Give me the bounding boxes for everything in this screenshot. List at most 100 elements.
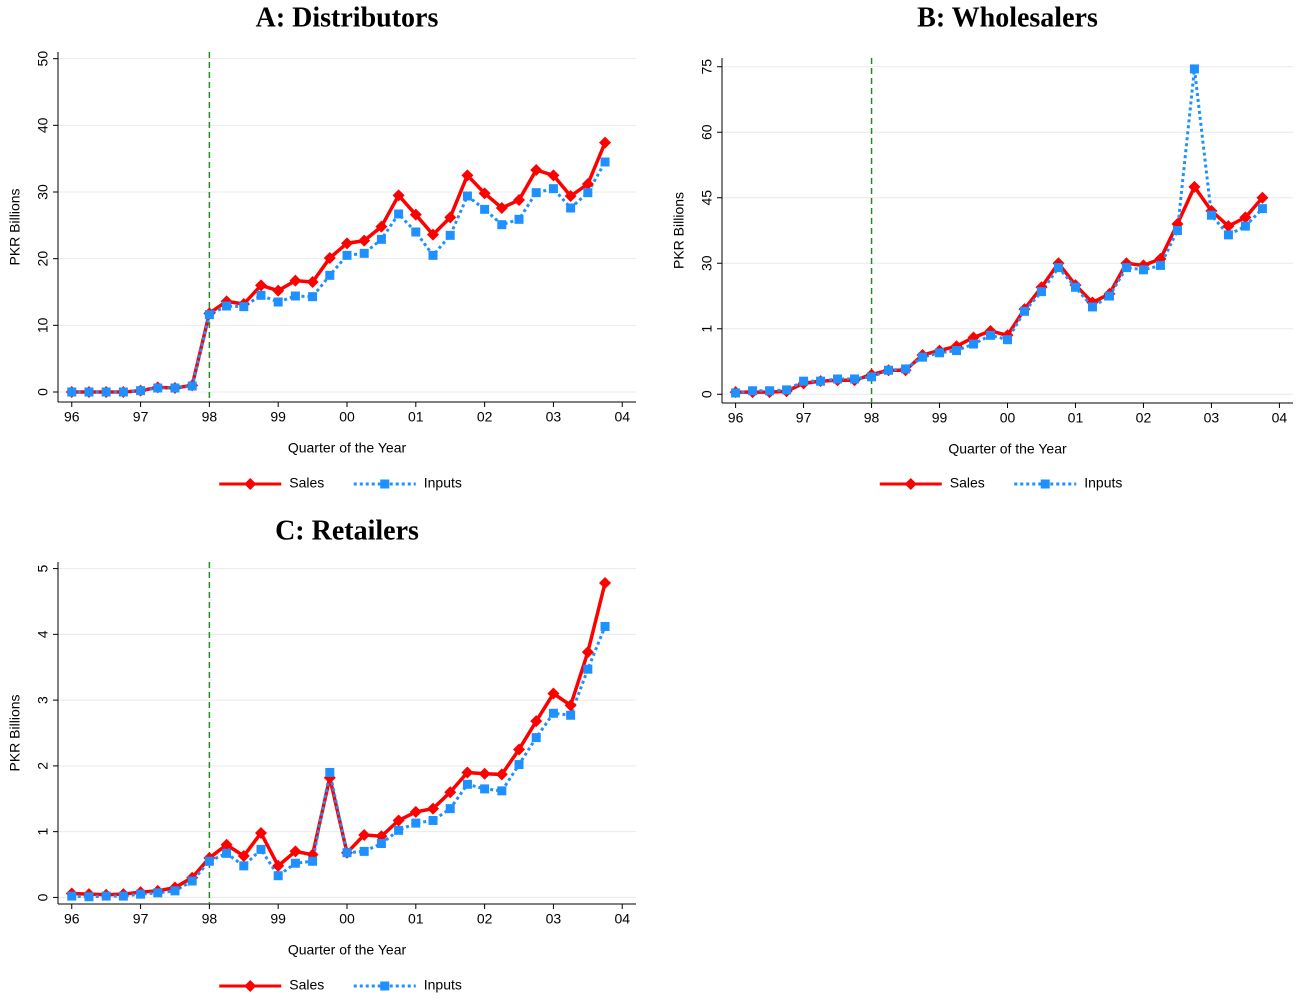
marker <box>445 230 455 240</box>
marker <box>427 228 440 241</box>
marker <box>272 284 285 297</box>
marker <box>547 169 560 182</box>
marker <box>1003 335 1012 345</box>
marker <box>308 856 318 866</box>
x-tick-label: 03 <box>546 409 562 425</box>
y-tick-label: 60 <box>699 124 715 140</box>
marker <box>566 203 576 213</box>
marker <box>1188 180 1201 193</box>
y-axis-label: PKR Billions <box>7 694 23 771</box>
y-tick-label: 0 <box>35 893 51 901</box>
marker <box>222 301 232 311</box>
marker <box>513 194 526 206</box>
marker <box>380 981 390 991</box>
y-tick-label: 75 <box>699 59 715 75</box>
marker <box>581 646 594 659</box>
marker <box>101 387 111 397</box>
y-tick-label: 30 <box>699 255 715 271</box>
series-line <box>71 582 607 897</box>
x-tick-label: 03 <box>1204 410 1220 426</box>
marker <box>935 348 945 358</box>
marker <box>531 733 541 743</box>
marker <box>566 710 576 720</box>
marker <box>342 848 352 858</box>
legend-label: Sales <box>289 475 324 491</box>
x-tick-label: 03 <box>546 911 562 927</box>
marker <box>1172 226 1182 235</box>
marker <box>530 715 543 728</box>
marker <box>1256 191 1269 204</box>
y-tick-label: 0 <box>699 390 715 398</box>
y-axis-label: PKR Billions <box>7 188 23 265</box>
marker <box>394 825 404 835</box>
marker <box>392 189 405 202</box>
marker <box>782 385 792 395</box>
x-tick-label: 96 <box>728 410 744 426</box>
x-tick-label: 99 <box>932 410 948 426</box>
marker <box>341 237 353 250</box>
marker <box>136 386 146 396</box>
marker <box>530 164 543 176</box>
marker <box>1019 306 1029 316</box>
series-line <box>71 625 607 899</box>
marker <box>548 184 558 194</box>
marker <box>816 376 826 386</box>
marker <box>289 274 302 287</box>
marker <box>375 220 388 233</box>
marker <box>239 861 249 871</box>
panel-title: C: Retailers <box>275 515 419 546</box>
marker <box>513 743 526 756</box>
marker <box>84 892 94 902</box>
x-tick-label: 04 <box>1272 410 1288 426</box>
marker <box>1121 263 1131 273</box>
marker <box>256 290 266 300</box>
y-tick-label: 1 <box>699 325 715 333</box>
x-tick-label: 02 <box>477 911 493 927</box>
marker <box>290 858 300 868</box>
marker <box>969 339 979 349</box>
y-tick-label: 10 <box>35 317 51 333</box>
marker <box>461 169 474 182</box>
y-tick-label: 0 <box>35 388 51 396</box>
marker <box>1155 260 1165 270</box>
panel-title: A: Distributors <box>256 2 439 33</box>
marker <box>204 856 214 866</box>
panel: A: Distributors 0 10 20 30 40 50 96 97 98 99 00 01 02… <box>7 2 636 491</box>
marker <box>308 292 318 302</box>
marker <box>323 252 336 264</box>
marker <box>986 330 996 340</box>
marker <box>342 250 352 260</box>
panel-title: B: Wholesalers <box>917 2 1098 33</box>
marker <box>256 844 266 854</box>
x-tick-label: 98 <box>202 911 218 927</box>
marker <box>1138 265 1148 275</box>
marker <box>765 386 775 396</box>
marker <box>1087 302 1097 312</box>
marker <box>325 270 335 280</box>
x-tick-label: 04 <box>614 911 630 927</box>
marker <box>118 387 128 397</box>
marker <box>358 828 371 841</box>
x-tick-label: 97 <box>133 911 149 927</box>
legend-label: Sales <box>289 977 324 993</box>
marker <box>428 250 438 260</box>
marker <box>306 276 319 288</box>
marker <box>187 876 197 886</box>
y-tick-label: 5 <box>35 564 51 572</box>
x-tick-label: 97 <box>133 409 149 425</box>
marker <box>359 248 369 258</box>
marker <box>461 766 474 779</box>
marker <box>409 805 422 818</box>
marker <box>359 846 369 856</box>
marker <box>904 478 917 490</box>
marker <box>1104 291 1114 301</box>
marker <box>480 784 490 794</box>
x-tick-label: 04 <box>614 409 630 425</box>
marker <box>1223 230 1233 240</box>
marker <box>599 577 612 590</box>
series-line <box>735 68 1264 395</box>
marker <box>325 767 335 777</box>
marker <box>952 346 962 356</box>
